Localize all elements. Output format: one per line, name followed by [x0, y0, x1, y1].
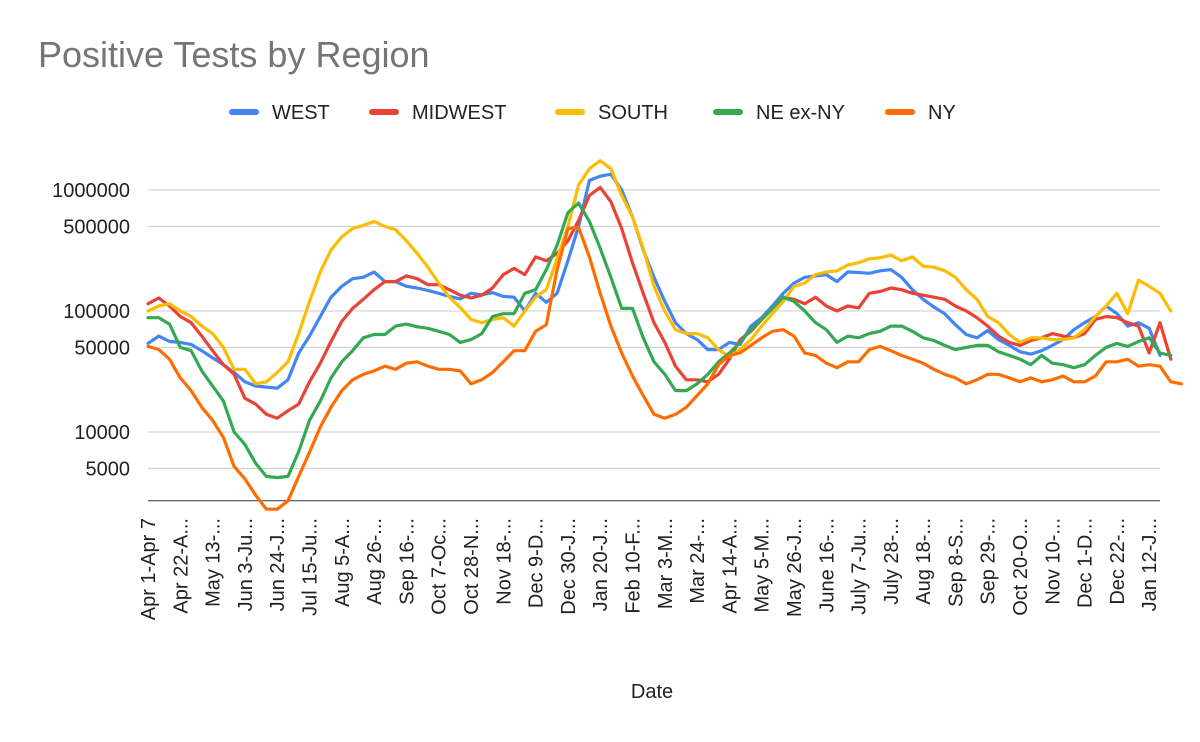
grid-lines: [148, 189, 1160, 502]
x-tick-label: Dec 22-...: [1107, 518, 1129, 605]
x-tick-label: Mar 24-...: [687, 518, 709, 604]
x-tick-label: Jan 12-J...: [1139, 518, 1161, 611]
x-tick-label: Sep 16-...: [396, 518, 418, 605]
x-tick-label: Jun 24-J...: [267, 518, 289, 611]
legend-label-west: WEST: [272, 102, 330, 124]
x-tick-label: Dec 1-D...: [1075, 518, 1097, 608]
x-tick-label: Jun 3-Ju...: [235, 518, 257, 611]
y-tick-label: 50000: [74, 337, 130, 359]
x-tick-label: July 7-Ju...: [849, 518, 871, 615]
x-tick-label: Nov 10-...: [1042, 518, 1064, 605]
x-tick-label: July 28-...: [881, 518, 903, 605]
x-tick-label: Dec 30-J...: [558, 518, 580, 615]
x-tick-label: Jul 15-Ju...: [300, 518, 322, 616]
series-line-ny: [146, 225, 1184, 511]
x-tick-label: Oct 7-Oc...: [429, 518, 451, 615]
x-tick-label: May 5-M...: [752, 518, 774, 612]
x-tick-label: Sep 8-S...: [945, 518, 967, 607]
legend-label-midwest: MIDWEST: [412, 102, 506, 124]
series-line-west: [146, 172, 1162, 390]
legend-label-south: SOUTH: [598, 102, 668, 124]
series-line-ne-ex-ny: [146, 201, 1173, 480]
x-axis-ticks: Apr 1-Apr 7 Apr 22-A... May 13-... Jun 3-Ju…: [138, 518, 1161, 620]
series-lines: [146, 159, 1184, 511]
series-line-south: [146, 159, 1173, 386]
x-tick-label: Apr 14-A...: [719, 518, 741, 614]
x-tick-label: Mar 3-M...: [655, 518, 677, 609]
x-tick-label: Aug 26-...: [364, 518, 386, 605]
chart-title: Positive Tests by Region: [38, 34, 430, 75]
x-tick-label: June 16-...: [816, 518, 838, 613]
y-tick-label: 100000: [63, 301, 130, 323]
x-tick-label: Nov 18-...: [493, 518, 515, 605]
x-tick-label: Dec 9-D...: [526, 518, 548, 608]
x-tick-label: Apr 1-Apr 7: [138, 518, 160, 620]
legend-label-ne-ex-ny: NE ex-NY: [756, 102, 845, 124]
legend: WEST MIDWEST SOUTH NE ex-NY NY: [229, 102, 956, 124]
x-tick-label: Aug 18-...: [913, 518, 935, 605]
x-tick-label: Aug 5-A...: [332, 518, 354, 607]
y-tick-label: 1000000: [52, 180, 130, 202]
x-axis-title: Date: [631, 681, 673, 703]
x-tick-label: Oct 20-O...: [1010, 518, 1032, 616]
x-tick-label: Jan 20-J...: [590, 518, 612, 611]
series-line-midwest: [146, 185, 1173, 420]
x-tick-label: Sep 29-...: [978, 518, 1000, 605]
x-tick-label: May 13-...: [203, 518, 225, 607]
x-tick-label: Apr 22-A...: [170, 518, 192, 614]
legend-label-ny: NY: [928, 102, 956, 124]
x-tick-label: May 26-J...: [784, 518, 806, 617]
y-axis-ticks: 5000 10000 50000 100000 500000 1000000: [52, 180, 130, 480]
y-tick-label: 500000: [63, 216, 130, 238]
x-tick-label: Feb 10-F...: [623, 518, 645, 614]
x-tick-label: Oct 28-N...: [461, 518, 483, 615]
y-tick-label: 10000: [74, 422, 130, 444]
y-tick-label: 5000: [86, 458, 131, 480]
